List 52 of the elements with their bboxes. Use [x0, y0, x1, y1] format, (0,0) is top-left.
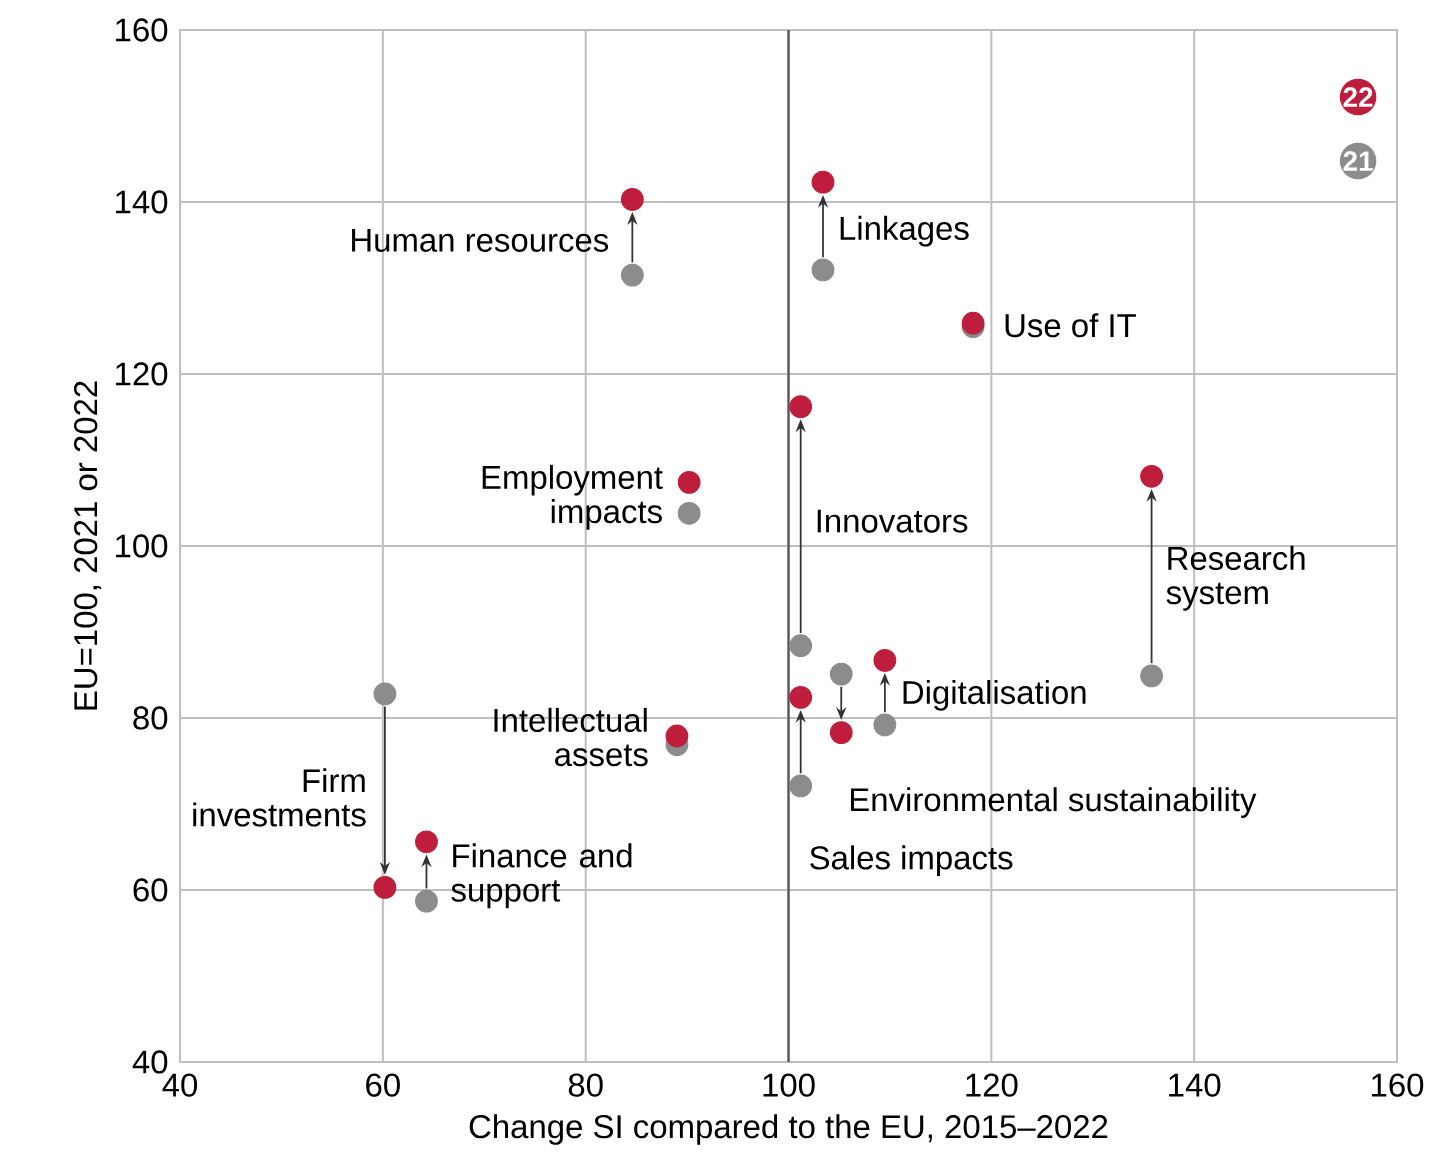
point [789, 774, 813, 798]
point [665, 724, 689, 748]
annotation: Innovators [817, 509, 968, 533]
point [620, 188, 644, 211]
x-tick-label: 60 [366, 1073, 400, 1097]
annotation: Environmental sustainability [850, 787, 1257, 818]
point [415, 889, 438, 913]
annotation: Firm investments [193, 768, 366, 827]
x-tick-label: 100 [763, 1073, 815, 1097]
point [829, 662, 853, 686]
point [373, 682, 397, 706]
x-tick-label: 80 [568, 1073, 603, 1097]
point [789, 395, 813, 419]
point [961, 311, 985, 335]
y-tick-label: 160 [116, 18, 168, 42]
y-tick-label: 40 [132, 1050, 168, 1074]
annotation: Linkages [840, 215, 969, 247]
annotation: Intellectual assets [494, 707, 648, 767]
point [829, 721, 853, 745]
point [1140, 464, 1163, 488]
point [373, 876, 397, 899]
point [620, 263, 644, 287]
text: 21 [1343, 151, 1373, 171]
y-tick-label: 80 [133, 706, 168, 730]
text: 22 [1343, 87, 1373, 107]
point [415, 830, 438, 854]
point [789, 634, 813, 658]
x-axis-title: Change SI compared to the EU, 2015–2022 [469, 1114, 1108, 1145]
annotation: Digitalisation [903, 679, 1086, 711]
point [811, 258, 835, 282]
x-tick-label: 40 [162, 1073, 198, 1097]
y-tick-label: 140 [116, 190, 168, 214]
point [789, 685, 813, 709]
x-tick-label: 160 [1372, 1073, 1424, 1097]
y-tick-label: 100 [116, 534, 168, 558]
point [677, 470, 701, 494]
y-tick-label: 120 [116, 362, 168, 386]
point [1140, 664, 1163, 688]
annotation: Use of IT [1005, 313, 1136, 338]
point [873, 713, 897, 737]
y-axis-title: EU=100, 2021 or 2022 [74, 381, 102, 710]
annotation: Finance and support [451, 843, 632, 909]
annotation: Research system [1166, 545, 1305, 611]
annotation: Human resources [352, 228, 609, 252]
annotation: Employment impacts [482, 464, 663, 530]
point [811, 170, 835, 194]
annotation: Sales impacts [810, 845, 1013, 877]
point [873, 648, 897, 672]
y-tick-label: 60 [133, 878, 168, 902]
x-tick-label: 140 [1169, 1073, 1221, 1097]
x-tick-label: 120 [966, 1073, 1018, 1097]
point [677, 501, 701, 525]
